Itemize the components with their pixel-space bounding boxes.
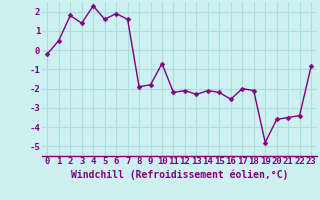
X-axis label: Windchill (Refroidissement éolien,°C): Windchill (Refroidissement éolien,°C) xyxy=(70,169,288,180)
